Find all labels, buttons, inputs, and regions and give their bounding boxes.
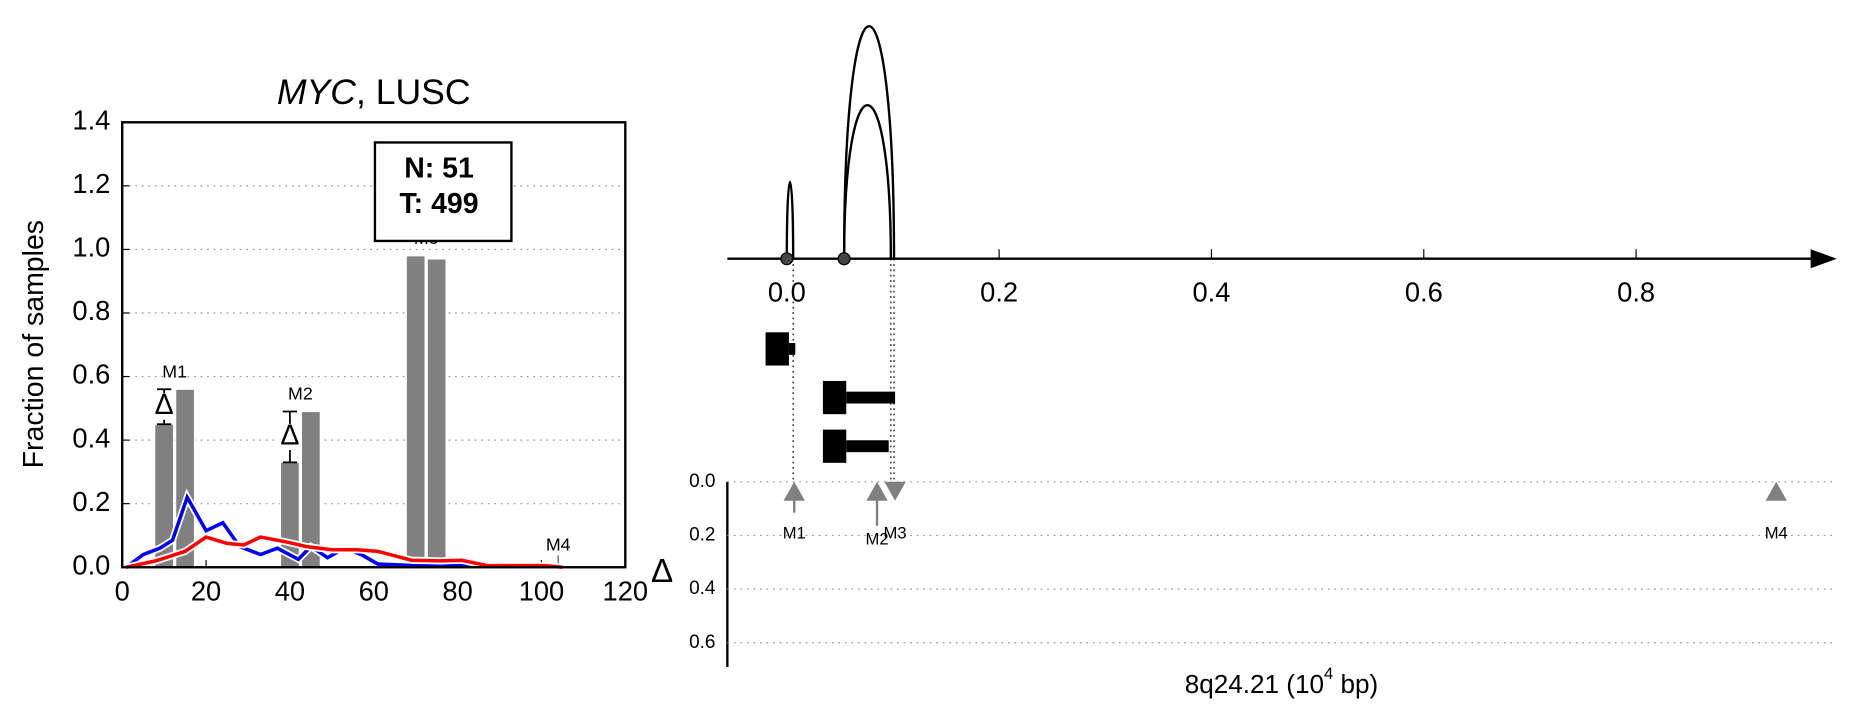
delta-bg — [152, 393, 177, 420]
marker-label: M2 — [866, 529, 889, 548]
x-tick-label: 0.0 — [768, 277, 806, 308]
y-axis-label: Δ — [651, 553, 673, 590]
x-tick-label: 0.6 — [1405, 277, 1443, 308]
delta-marker — [1765, 481, 1787, 501]
y-tick-label: 0.0 — [72, 549, 110, 580]
y-tick-label: 1.4 — [72, 104, 110, 135]
arc — [842, 24, 896, 259]
title-rest: , LUSC — [356, 72, 471, 112]
delta-label: Δ — [280, 419, 299, 451]
x-tick-label: 0 — [115, 576, 130, 607]
info-text: T: 499 — [399, 188, 478, 220]
gene-tail — [846, 391, 896, 404]
x-tick-label: 20 — [191, 576, 221, 607]
x-tick-label: 100 — [519, 576, 565, 607]
line — [125, 492, 563, 570]
gene-body — [822, 380, 847, 415]
y-axis-label: Fraction of samples — [18, 220, 50, 468]
x-label-main: 8q24.21 (10 — [1185, 669, 1324, 699]
arc-anchor — [780, 252, 794, 266]
x-tick-label: 60 — [359, 576, 389, 607]
plot-frame — [121, 121, 627, 569]
y-tick-label: 0.2 — [689, 524, 715, 545]
line — [126, 535, 563, 570]
gene-tail — [846, 440, 889, 453]
x-tick-label: 40 — [275, 576, 305, 607]
x-tick-label: 0.4 — [1192, 277, 1230, 308]
info-box — [373, 141, 513, 243]
x-tick-label: 80 — [442, 576, 472, 607]
marker-label: M4 — [1765, 523, 1788, 542]
arc-anchor — [837, 252, 851, 266]
y-tick-label: 0.6 — [689, 632, 715, 653]
x-axis-label: 8q24.21 (104 bp) — [1185, 665, 1379, 699]
marker-label: M1 — [783, 523, 806, 542]
title-gene: MYC — [277, 72, 356, 112]
delta-label: Δ — [155, 389, 174, 421]
chart-title: MYC, LUSC — [277, 72, 471, 112]
x-tick-label: 0.2 — [980, 277, 1018, 308]
delta-marker — [866, 481, 888, 501]
arc — [785, 181, 795, 259]
y-tick-label: 0.4 — [689, 578, 715, 599]
arc — [842, 104, 893, 259]
bar — [426, 258, 447, 568]
marker-label: M4 — [546, 535, 571, 555]
gene-tail — [788, 342, 796, 355]
delta-marker — [783, 481, 805, 501]
y-tick-label: 1.2 — [72, 168, 110, 199]
x-tick-label: 120 — [603, 576, 649, 607]
y-tick-label: 0.0 — [689, 471, 715, 492]
x-tick-label: 0.8 — [1617, 277, 1655, 308]
delta-marker — [884, 481, 906, 501]
bar — [405, 255, 426, 568]
bar — [175, 388, 196, 568]
delta-bg — [278, 423, 302, 450]
x-label-end: bp) — [1333, 669, 1378, 699]
gene-body — [765, 332, 789, 366]
x-label-sup: 4 — [1324, 665, 1333, 684]
marker-label: M2 — [288, 384, 313, 404]
y-tick-label: 0.2 — [72, 486, 110, 517]
info-text: N: 51 — [404, 152, 474, 184]
marker-label: M1 — [162, 361, 187, 381]
gene-body — [822, 429, 847, 463]
y-tick-label: 1.0 — [72, 232, 110, 263]
y-tick-label: 0.6 — [72, 359, 110, 390]
y-tick-label: 0.8 — [72, 295, 110, 326]
x-axis-arrow — [1810, 249, 1837, 269]
y-tick-label: 0.4 — [72, 422, 110, 453]
marker-label: M3 — [884, 523, 907, 542]
